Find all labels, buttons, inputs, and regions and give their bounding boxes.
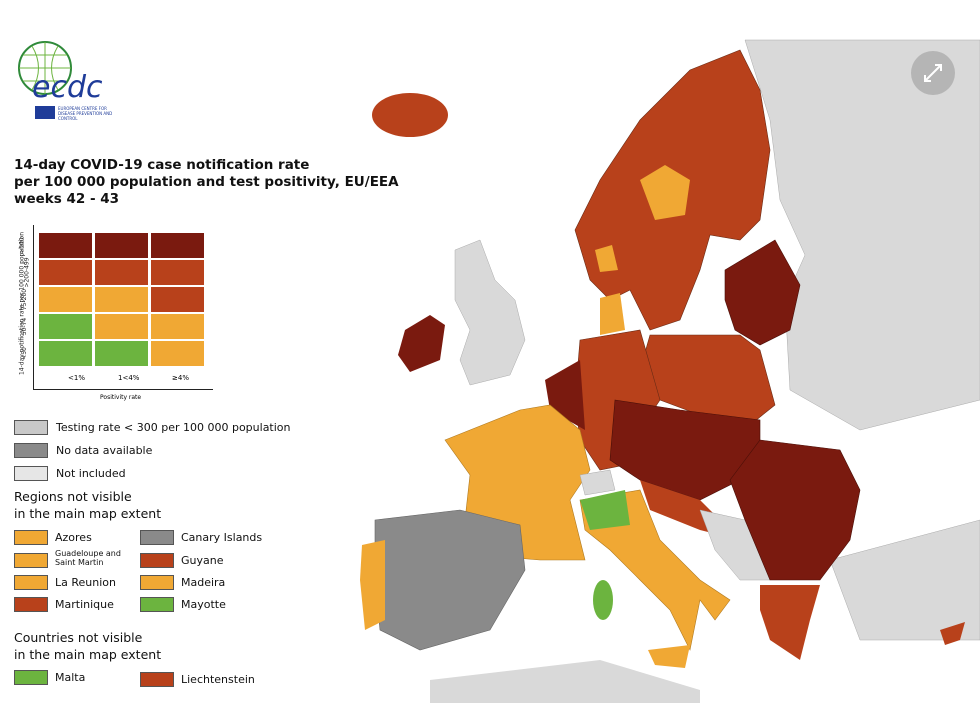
legend-label: Martinique bbox=[55, 598, 114, 611]
title-line: per 100 000 population and test positivi… bbox=[14, 174, 399, 190]
portugal bbox=[360, 540, 385, 630]
swatch bbox=[14, 597, 48, 612]
legend-label: No data available bbox=[56, 444, 153, 457]
expand-icon bbox=[924, 64, 942, 82]
matrix-row-label: >500 bbox=[18, 237, 26, 254]
legend-heading-line: in the main map extent bbox=[14, 506, 162, 521]
swatch bbox=[14, 530, 48, 545]
swatch bbox=[140, 575, 174, 590]
legend-label: Azores bbox=[55, 531, 92, 544]
matrix-row-label: 50-74 bbox=[21, 317, 29, 336]
swatch bbox=[14, 420, 48, 435]
matrix-row-label: <50 bbox=[20, 347, 28, 360]
title-line: 14-day COVID-19 case notification rate bbox=[14, 157, 310, 173]
logo-grid bbox=[19, 42, 71, 94]
swatch bbox=[14, 443, 48, 458]
swatch bbox=[14, 466, 48, 481]
cell bbox=[38, 286, 93, 313]
greece bbox=[760, 585, 820, 660]
swatch bbox=[14, 670, 48, 685]
legend-label: Guadeloupe and Saint Martin bbox=[55, 549, 121, 567]
cell bbox=[38, 340, 93, 367]
legend-label: Canary Islands bbox=[181, 531, 263, 544]
swatch bbox=[14, 575, 48, 590]
cell bbox=[150, 259, 205, 286]
cell bbox=[94, 286, 149, 313]
matrix-x-label: Positivity rate bbox=[100, 394, 142, 401]
italy bbox=[579, 489, 731, 651]
swatch bbox=[140, 597, 174, 612]
norway-region bbox=[595, 245, 618, 272]
swatch bbox=[14, 553, 48, 568]
cell bbox=[94, 232, 149, 259]
legend-label: Liechtenstein bbox=[181, 673, 255, 686]
cell bbox=[150, 286, 205, 313]
matrix-column-label: ≥4% bbox=[172, 374, 189, 382]
italy-north bbox=[580, 490, 630, 530]
legend-label: Malta bbox=[55, 671, 86, 684]
matrix-column-label: <1% bbox=[68, 374, 85, 382]
central-europe bbox=[609, 399, 761, 501]
cell bbox=[94, 259, 149, 286]
iceland bbox=[372, 93, 448, 137]
cell bbox=[38, 313, 93, 340]
legend-heading: Countries not visible in the main map ex… bbox=[14, 629, 161, 663]
legend-label: Madeira bbox=[181, 576, 226, 589]
land-not-included bbox=[744, 39, 980, 431]
romania-bulgaria bbox=[729, 439, 861, 581]
matrix-y-axis bbox=[33, 225, 34, 390]
legend-heading-line: Regions not visible bbox=[14, 489, 132, 504]
baltics bbox=[724, 239, 801, 346]
swatch bbox=[140, 672, 174, 687]
cell bbox=[38, 232, 93, 259]
cell bbox=[150, 340, 205, 367]
legend-heading-line: Countries not visible bbox=[14, 630, 143, 645]
ireland bbox=[398, 315, 445, 372]
sweden-region bbox=[640, 165, 690, 220]
swatch bbox=[140, 553, 174, 568]
logo-text: ecdc bbox=[32, 70, 103, 105]
sardinia bbox=[593, 580, 613, 620]
legend-label: Guyane bbox=[181, 554, 224, 567]
legend-label: La Reunion bbox=[55, 576, 116, 589]
cyprus bbox=[940, 622, 965, 645]
cell bbox=[38, 259, 93, 286]
eu-flag bbox=[35, 106, 55, 119]
cell bbox=[150, 232, 205, 259]
sicily bbox=[648, 645, 690, 668]
legend-label: Mayotte bbox=[181, 598, 226, 611]
legend-label: Not included bbox=[56, 467, 126, 480]
logo-subtitle: EUROPEAN CENTRE FOR DISEASE PREVENTION A… bbox=[58, 106, 113, 121]
cell bbox=[94, 340, 149, 367]
legend-heading-line: in the main map extent bbox=[14, 647, 162, 662]
denmark bbox=[600, 293, 625, 335]
swatch bbox=[140, 530, 174, 545]
legend-heading: Regions not visible in the main map exte… bbox=[14, 488, 161, 522]
north-africa bbox=[430, 660, 700, 703]
matrix-row-label: >200-499 bbox=[23, 257, 31, 288]
switzerland bbox=[579, 469, 616, 496]
uk bbox=[454, 239, 526, 386]
title: 14-day COVID-19 case notification rate p… bbox=[14, 157, 399, 208]
title-line: weeks 42 - 43 bbox=[14, 191, 120, 207]
matrix-row-label: 75-200 bbox=[21, 288, 29, 311]
cell bbox=[94, 313, 149, 340]
legend-label: Testing rate < 300 per 100 000 populatio… bbox=[56, 421, 291, 434]
matrix bbox=[38, 232, 206, 369]
balkans bbox=[699, 509, 771, 581]
matrix-x-axis bbox=[33, 389, 213, 390]
turkey bbox=[829, 519, 980, 641]
cell bbox=[150, 313, 205, 340]
matrix-column-label: 1<4% bbox=[118, 374, 140, 382]
